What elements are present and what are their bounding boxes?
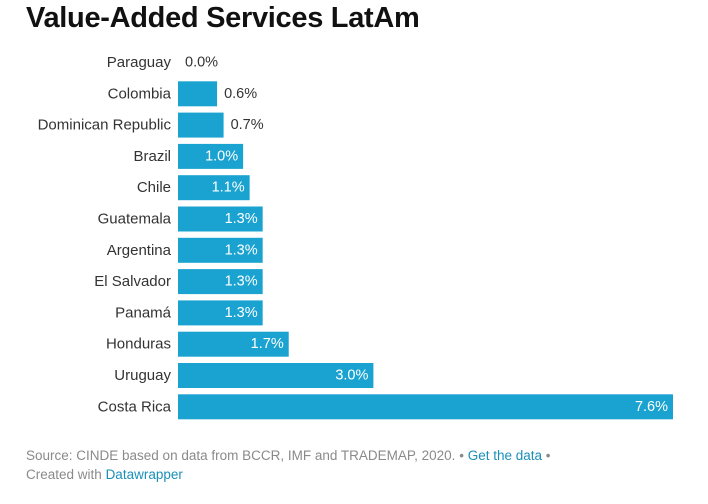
value-label: 1.1%: [212, 180, 245, 196]
footer-line-1: Source: CINDE based on data from BCCR, I…: [26, 446, 551, 465]
value-label: 0.7%: [231, 117, 264, 133]
datawrapper-link[interactable]: Datawrapper: [105, 467, 183, 482]
chart-title: Value-Added Services LatAm: [26, 2, 420, 34]
get-the-data-link[interactable]: Get the data: [467, 448, 543, 463]
bar-row: Honduras 1.7%: [106, 331, 289, 357]
value-label: 7.6%: [635, 399, 668, 415]
category-label: Argentina: [107, 242, 172, 259]
category-label: Guatemala: [98, 211, 172, 228]
bar: [178, 206, 263, 232]
bar: [178, 300, 263, 326]
value-label: 1.3%: [225, 305, 258, 321]
value-label: 1.3%: [225, 274, 258, 290]
bar-row: Paraguay 0.0%: [107, 54, 218, 71]
bar: [178, 363, 374, 388]
category-label: Chile: [137, 179, 171, 196]
bar-row: Chile 1.1%: [137, 175, 250, 201]
bar: [178, 237, 263, 263]
bar-row: Dominican Republic 0.7%: [38, 112, 264, 138]
source-note: Source: CINDE based on data from BCCR, I…: [26, 448, 456, 463]
value-label: 1.3%: [225, 242, 258, 258]
bar: [178, 143, 244, 169]
bar-row: El Salvador 1.3%: [94, 269, 263, 295]
category-label: El Salvador: [94, 273, 171, 290]
bar-row: Costa Rica 7.6%: [98, 394, 673, 420]
category-label: Panamá: [115, 304, 172, 321]
bar: [178, 175, 250, 201]
value-label: 1.3%: [225, 211, 258, 227]
created-with-text: Created with: [26, 467, 102, 482]
footer-line-2: Created with Datawrapper: [26, 465, 551, 484]
category-label: Colombia: [108, 85, 172, 102]
chart-footer: Source: CINDE based on data from BCCR, I…: [26, 446, 551, 484]
value-label: 1.0%: [205, 148, 238, 164]
bar: [178, 81, 218, 107]
bar-row: Panamá 1.3%: [115, 300, 263, 326]
bar-row: Argentina 1.3%: [107, 237, 263, 263]
bar-row: Guatemala 1.3%: [98, 206, 263, 232]
separator: •: [545, 448, 551, 463]
value-label: 1.7%: [251, 336, 284, 352]
bar-row: Brazil 1.0%: [133, 143, 244, 169]
category-label: Brazil: [133, 148, 171, 165]
category-label: Honduras: [106, 336, 171, 353]
category-label: Paraguay: [107, 54, 172, 71]
separator: •: [459, 448, 464, 463]
category-label: Uruguay: [114, 367, 171, 384]
category-label: Dominican Republic: [38, 117, 172, 134]
bar-chart: Paraguay 0.0% Colombia 0.6% Dominican Republ…: [38, 54, 673, 420]
bar: [178, 112, 224, 138]
bar-row: Uruguay 3.0%: [114, 363, 374, 388]
value-label: 3.0%: [335, 368, 368, 384]
value-label: 0.6%: [224, 86, 257, 102]
category-label: Costa Rica: [98, 398, 172, 415]
bar-row: Colombia 0.6%: [108, 81, 257, 107]
bar: [178, 394, 673, 420]
bar: [178, 331, 289, 357]
bar: [178, 269, 263, 295]
value-label: 0.0%: [185, 55, 218, 71]
